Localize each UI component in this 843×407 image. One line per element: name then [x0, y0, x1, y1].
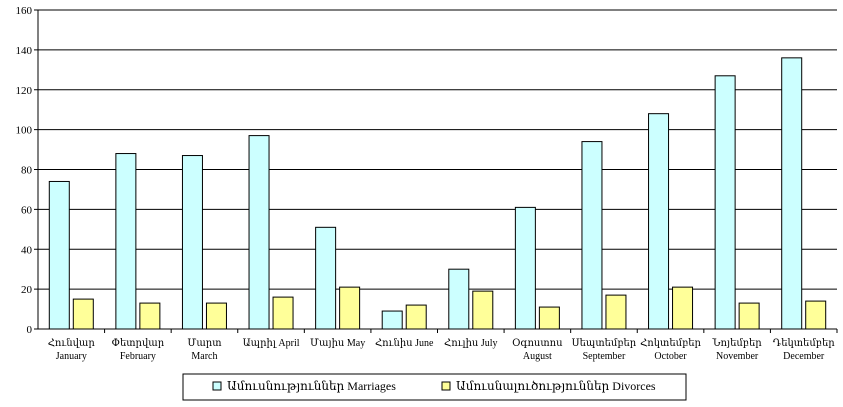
bar-divorces	[72, 298, 94, 330]
bar-divorces	[139, 302, 161, 330]
bar-marriages	[115, 153, 137, 330]
x-tick-label: Ապրիլ April	[243, 338, 300, 349]
x-tick-label: Նոյեմբեր	[712, 338, 763, 349]
bar-marriages	[48, 180, 70, 330]
bar-divorces	[805, 300, 827, 330]
bar-marriages	[514, 206, 536, 330]
y-tick-label: 0	[27, 324, 33, 336]
bar-marriages	[315, 226, 337, 330]
bar-divorces	[272, 296, 294, 330]
bar-marriages	[381, 310, 403, 330]
bar-divorces	[205, 302, 227, 330]
bar-divorces	[672, 286, 694, 330]
y-tick-label: 40	[21, 244, 33, 256]
legend-label: Ամուսնալուծություններ Divorces	[456, 379, 656, 393]
y-tick-label: 140	[16, 45, 33, 57]
x-tick-label: March	[191, 351, 217, 362]
x-tick-label: November	[716, 351, 759, 362]
bar-divorces	[339, 286, 361, 330]
y-tick-label: 120	[16, 85, 33, 97]
x-tick-label: September	[583, 351, 626, 362]
bar-marriages	[581, 141, 603, 330]
bar-marriages	[181, 155, 203, 330]
x-tick-label: Օգոստոս	[512, 338, 563, 349]
legend-swatch	[212, 381, 222, 391]
x-tick-label: October	[654, 351, 687, 362]
bar-marriages	[714, 75, 736, 330]
bar-divorces	[738, 302, 760, 330]
x-tick-label: Դեկտեմբեր	[773, 338, 836, 349]
bar-marriages	[648, 113, 670, 330]
x-tick-label: Հունվար	[48, 338, 96, 349]
y-tick-label: 80	[21, 165, 33, 177]
x-tick-label: Մայիս May	[310, 338, 365, 349]
bar-marriages	[248, 135, 270, 330]
y-tick-label: 20	[21, 284, 33, 296]
x-tick-label: Փետրվար	[112, 338, 165, 349]
y-tick-label: 160	[16, 5, 33, 17]
legend-box	[182, 373, 687, 401]
y-tick-label: 100	[16, 125, 33, 137]
bar-divorces	[405, 304, 427, 330]
legend-swatch	[441, 381, 451, 391]
bar-divorces	[605, 294, 627, 330]
bar-divorces	[472, 290, 494, 330]
x-tick-label: Մարտ	[187, 338, 222, 349]
x-tick-label: January	[56, 351, 87, 362]
x-tick-label: February	[120, 351, 156, 362]
bar-divorces	[538, 306, 560, 330]
x-tick-label: Հոկտեմբեր	[640, 338, 701, 349]
x-tick-label: August	[523, 351, 552, 362]
x-tick-label: Սեպտեմբեր	[572, 338, 637, 349]
bar-marriages	[448, 268, 470, 330]
y-tick-label: 60	[21, 204, 33, 216]
bar-marriages	[781, 57, 803, 330]
x-tick-label: Հուլիս July	[444, 338, 498, 349]
x-tick-label: Հունիս June	[375, 338, 434, 349]
legend-label: Ամուսնություններ Marriages	[227, 379, 396, 393]
x-tick-label: December	[783, 351, 825, 362]
